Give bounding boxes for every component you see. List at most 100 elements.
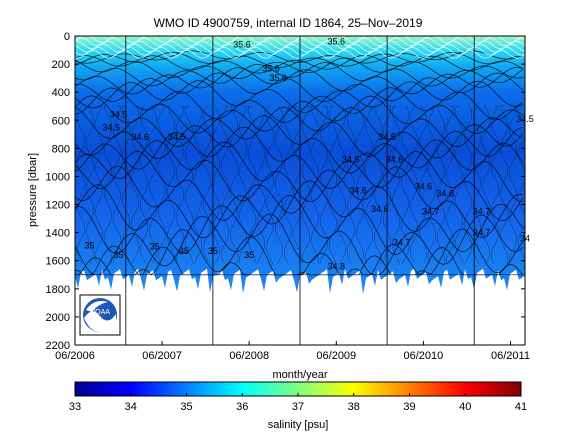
- colorbar-tick-label: 40: [459, 401, 471, 413]
- surface-contour: [75, 49, 525, 59]
- deep-contour: [103, 105, 113, 264]
- contour-label: 34.8: [328, 261, 346, 271]
- contour-label: 34.5: [103, 122, 121, 132]
- deep-contour: [238, 105, 248, 264]
- contour-label: 34.7: [393, 238, 411, 248]
- contour-line: [75, 67, 524, 95]
- deep-contour: [472, 105, 482, 264]
- deep-contour: [175, 105, 185, 264]
- deep-contour: [112, 105, 122, 264]
- deep-contour: [283, 105, 293, 264]
- deep-contour: [310, 105, 320, 264]
- deep-contour: [463, 105, 473, 264]
- deep-contour: [436, 105, 446, 264]
- x-tick-label: 06/2007: [142, 350, 182, 362]
- contour-line: [75, 180, 524, 239]
- contour-line: [75, 165, 524, 222]
- contour-label: 34.6: [349, 186, 367, 196]
- deep-contour: [490, 105, 500, 264]
- contour-label: 34.5: [342, 155, 360, 165]
- deep-contour: [166, 105, 176, 264]
- deep-contour: [427, 105, 437, 264]
- deep-contour: [202, 105, 212, 264]
- x-tick-label: 06/2009: [316, 350, 356, 362]
- deep-contour: [247, 105, 257, 264]
- colorbar-tick-label: 35: [180, 401, 192, 413]
- deep-contour: [265, 105, 275, 264]
- contour-label: 34.5: [168, 132, 186, 142]
- contour-line: [75, 115, 524, 160]
- colorbar-tick-label: 37: [292, 401, 304, 413]
- x-tick-label: 06/2010: [404, 350, 444, 362]
- deep-contour: [85, 105, 95, 264]
- contour-line: [75, 57, 524, 79]
- contour-label: 34.6: [371, 204, 389, 214]
- deep-contour: [139, 105, 149, 264]
- contour-line: [75, 80, 524, 113]
- contour-label: 35: [113, 250, 123, 260]
- contour-line: [75, 268, 523, 303]
- deep-contour: [193, 105, 203, 264]
- deep-contour: [130, 105, 140, 264]
- plot-frame: [74, 35, 526, 346]
- y-tick-label: 0: [64, 31, 70, 43]
- deep-contour: [346, 105, 356, 264]
- contour-label: 35.6: [269, 73, 287, 83]
- deep-contour: [418, 105, 428, 264]
- x-tick-label: 06/2008: [229, 350, 269, 362]
- deep-contour: [355, 105, 365, 264]
- y-tick-label: 2200: [46, 340, 70, 352]
- deep-contour: [121, 105, 131, 264]
- contour-label: 35.6: [328, 37, 346, 47]
- deep-contour: [76, 105, 86, 264]
- y-tick-label: 2000: [46, 312, 70, 324]
- deep-contour: [508, 105, 518, 264]
- colorbar-tick-label: 41: [515, 401, 527, 413]
- chart-title: WMO ID 4900759, internal ID 1864, 25–Nov…: [154, 16, 423, 30]
- y-tick-label: 1800: [46, 284, 70, 296]
- surface-contour: [75, 37, 525, 47]
- deep-contour: [499, 105, 509, 264]
- deep-contour: [445, 105, 455, 264]
- y-axis-label: pressure [dbar]: [27, 153, 39, 227]
- contour-line: [75, 72, 524, 102]
- deep-contour: [454, 105, 464, 264]
- deep-contour: [319, 105, 329, 264]
- contour-label: 35: [208, 246, 218, 256]
- colorbar-ticks: 33 34 35 36 37 38 39 40 41: [69, 393, 527, 413]
- y-tick-label: 1600: [46, 256, 70, 268]
- colorbar-tick-label: 36: [236, 401, 248, 413]
- surface-contour: [75, 43, 525, 53]
- year-dividers: [125, 36, 475, 345]
- colorbar-tick-label: 33: [69, 401, 81, 413]
- y-tick-label: 1000: [46, 172, 70, 184]
- deep-contour: [400, 105, 410, 264]
- contour-label: 34.6: [132, 132, 150, 142]
- y-tick-label: 200: [52, 59, 70, 71]
- contour-label: 34.7: [422, 207, 440, 217]
- deep-contour: [220, 105, 230, 264]
- colorbar-tick-label: 38: [348, 401, 360, 413]
- contour-label: 34.7: [473, 207, 491, 217]
- deep-contour: [409, 105, 419, 264]
- x-axis-label: month/year: [272, 369, 327, 381]
- y-axis-ticks: 0 200 400 600 800 1000 1200 1400 1600 1800 2000 220…: [46, 31, 525, 352]
- salinity-field: [75, 36, 525, 303]
- deep-contour: [157, 105, 167, 264]
- x-tick-label: 06/2011: [491, 350, 530, 362]
- noaa-logo: NOAA: [79, 294, 121, 336]
- deep-contour: [301, 105, 311, 264]
- y-tick-label: 400: [52, 87, 70, 99]
- contour-label: 34.5: [110, 110, 128, 120]
- contour-label: 35: [244, 250, 254, 260]
- colorbar-label: salinity [psu]: [268, 419, 329, 431]
- deep-contour: [517, 105, 525, 261]
- contour-label: 35: [179, 246, 189, 256]
- deep-contour: [94, 105, 104, 264]
- contour-line: [75, 52, 524, 68]
- contour-line: [75, 106, 524, 147]
- x-tick-label: 06/2006: [55, 350, 95, 362]
- contour-line: [75, 126, 524, 174]
- contour-label: 34.7: [473, 228, 491, 238]
- contour-line: [75, 213, 524, 276]
